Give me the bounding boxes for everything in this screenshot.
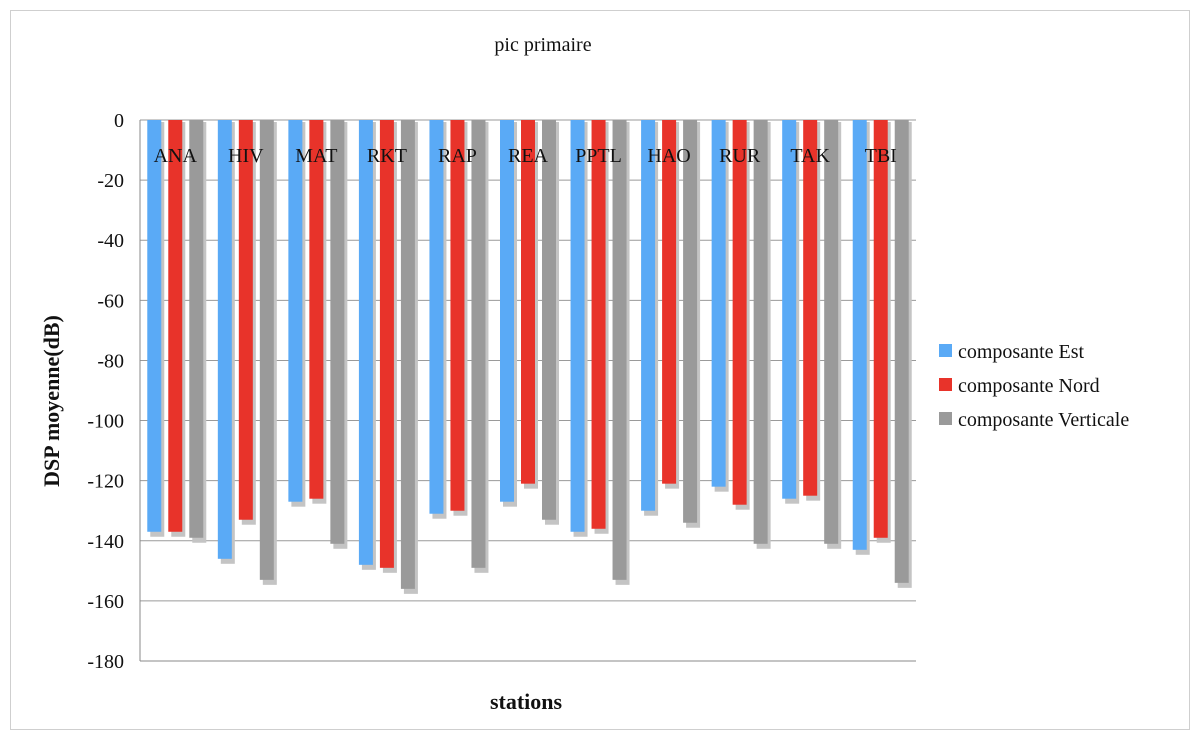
chart-frame: pic primaire DSP moyenne(dB) stations AN… [10,10,1190,730]
bar-pptl-0 [570,120,585,532]
y-tick-label: -120 [87,471,124,493]
category-label: TAK [790,145,830,167]
y-tick-label: -60 [97,290,124,312]
bar-rkt-1 [379,120,394,568]
category-label: HIV [228,145,264,167]
category-label: PPTL [575,145,622,167]
category-label: TBI [865,145,897,167]
bar-hiv-0 [217,120,232,559]
bar-hiv-1 [238,120,253,520]
legend-label: composante Est [958,341,1085,363]
legend-swatch [939,344,952,357]
y-tick-label: -140 [87,531,124,553]
y-tick-labels: 0 -20 -40 -60 -80 -100 -120 -140 -160 -180 [87,110,124,673]
bar-rap-0 [429,120,444,514]
bar-mat-2 [330,120,345,544]
y-tick-label: -160 [87,591,124,613]
y-tick-label: -20 [97,170,124,192]
bar-ana-1 [168,120,183,532]
bar-mat-1 [309,120,324,499]
y-tick-label: -100 [87,411,124,433]
bar-hao-1 [662,120,677,484]
bar-rur-2 [753,120,768,544]
bar-mat-0 [288,120,303,502]
bar-rap-2 [471,120,486,568]
legend: composante Est composante Nord composante … [939,341,1129,431]
bar-rur-0 [711,120,726,487]
legend-label: composante Verticale [958,409,1129,431]
bars [147,120,912,594]
bar-hao-0 [641,120,656,511]
bar-rkt-2 [400,120,415,589]
legend-swatch [939,378,952,391]
bar-tak-1 [803,120,818,496]
bar-ana-2 [189,120,204,538]
category-label: RAP [438,145,477,167]
category-label: RKT [367,145,407,167]
y-tick-label: -80 [97,350,124,372]
bar-tbi-2 [894,120,909,583]
category-label: RUR [719,145,761,167]
bar-rea-2 [542,120,556,520]
bar-tbi-1 [873,120,888,538]
x-axis-title: stations [490,689,563,714]
bar-rur-1 [732,120,747,505]
category-labels: ANA HIV MAT RKT RAP REA PPTL HAO RUR TAK TBI [154,145,897,167]
category-label: REA [508,145,549,167]
y-tick-label: 0 [114,110,124,132]
y-axis-title: DSP moyenne(dB) [39,315,64,487]
bar-rea-0 [500,120,514,502]
bar-hao-2 [683,120,698,523]
bar-hiv-2 [259,120,274,580]
y-tick-label: -180 [87,651,124,673]
chart-svg: pic primaire DSP moyenne(dB) stations AN… [39,34,1129,714]
bar-tbi-0 [852,120,867,550]
bar-rap-1 [450,120,465,511]
bar-tak-2 [824,120,839,544]
bar-pptl-1 [591,120,606,529]
y-tick-label: -40 [97,230,124,252]
category-label: ANA [154,145,198,167]
bar-ana-0 [147,120,162,532]
legend-swatch [939,412,952,425]
chart-title: pic primaire [494,34,591,56]
bar-rkt-0 [358,120,373,565]
bar-rea-1 [521,120,535,484]
legend-label: composante Nord [958,375,1100,397]
bar-tak-0 [782,120,797,499]
category-label: MAT [295,145,337,167]
category-label: HAO [647,145,690,167]
bar-pptl-2 [612,120,627,580]
